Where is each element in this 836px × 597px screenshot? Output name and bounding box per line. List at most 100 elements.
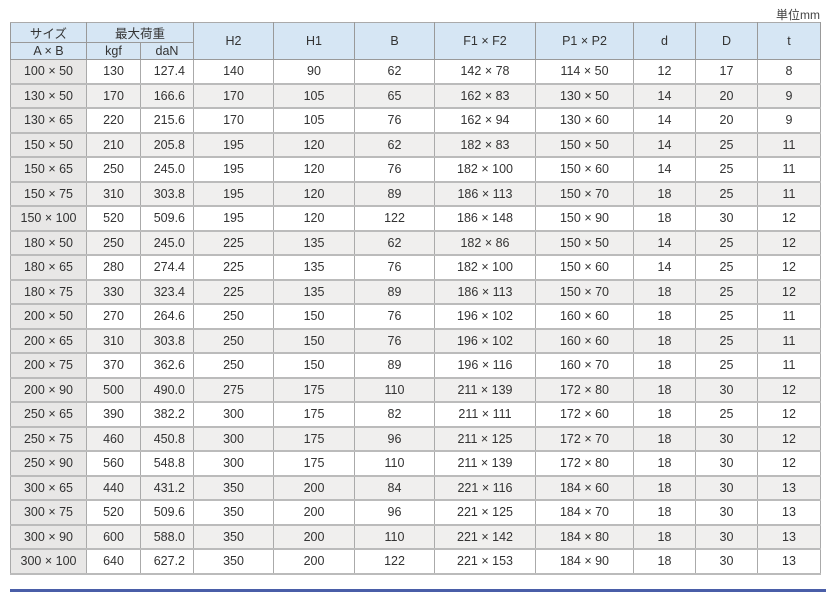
table-cell: 150 × 60 — [535, 157, 634, 183]
table-cell: 184 × 70 — [535, 500, 634, 526]
table-cell: 25 — [695, 279, 758, 305]
table-cell: 25 — [695, 181, 758, 207]
table-cell: 120 — [273, 206, 355, 232]
table-cell: 196 × 102 — [434, 304, 536, 330]
table-cell: 195 — [193, 157, 274, 183]
table-cell: 250 — [193, 353, 274, 379]
table-cell: 142 × 78 — [434, 59, 536, 85]
table-cell: 180 × 50 — [10, 230, 87, 256]
table-row: 300 × 100 640 627.2 350 200 122 221 × 153 184 ×… — [10, 549, 821, 575]
table-cell: 182 × 100 — [434, 255, 536, 281]
table-row: 150 × 65 250 245.0 195 120 76 182 × 100 150 × 6… — [10, 157, 821, 183]
table-cell: 162 × 94 — [434, 108, 536, 134]
table-cell: 184 × 80 — [535, 524, 634, 550]
table-cell: 200 — [273, 500, 355, 526]
table-cell: 76 — [354, 328, 435, 354]
unit-label: 単位mm — [776, 8, 820, 22]
table-cell: 150 × 65 — [10, 157, 87, 183]
table-cell: 18 — [633, 451, 696, 477]
table-cell: 160 × 70 — [535, 353, 634, 379]
table-cell: 330 — [86, 279, 141, 305]
table-cell: 460 — [86, 426, 141, 452]
table-row: 150 × 50 210 205.8 195 120 62 182 × 83 150 × 50… — [10, 132, 821, 158]
table-cell: 76 — [354, 108, 435, 134]
table-cell: 440 — [86, 475, 141, 501]
table-cell: 310 — [86, 328, 141, 354]
table-row: 180 × 65 280 274.4 225 135 76 182 × 100 150 × 6… — [10, 255, 821, 281]
table-cell: 120 — [273, 132, 355, 158]
table-cell: 18 — [633, 328, 696, 354]
table-cell: 195 — [193, 132, 274, 158]
table-cell: 184 × 60 — [535, 475, 634, 501]
table-cell: 76 — [354, 157, 435, 183]
table-cell: 172 × 80 — [535, 377, 634, 403]
table-cell: 11 — [757, 353, 821, 379]
table-cell: 205.8 — [140, 132, 194, 158]
header-f1f2: F1 × F2 — [434, 22, 536, 60]
table-cell: 211 × 111 — [434, 402, 536, 428]
table-cell: 150 × 75 — [10, 181, 87, 207]
table-cell: 548.8 — [140, 451, 194, 477]
table-cell: 84 — [354, 475, 435, 501]
table-cell: 150 × 90 — [535, 206, 634, 232]
table-cell: 11 — [757, 132, 821, 158]
table-cell: 127.4 — [140, 59, 194, 85]
table-cell: 150 × 50 — [10, 132, 87, 158]
table-cell: 210 — [86, 132, 141, 158]
table-cell: 300 × 90 — [10, 524, 87, 550]
table-cell: 18 — [633, 377, 696, 403]
table-cell: 350 — [193, 549, 274, 575]
table-cell: 627.2 — [140, 549, 194, 575]
table-cell: 150 × 50 — [535, 132, 634, 158]
table-cell: 17 — [695, 59, 758, 85]
table-cell: 175 — [273, 451, 355, 477]
table-cell: 250 — [86, 157, 141, 183]
header-size-sub: A × B — [10, 42, 87, 60]
table-cell: 220 — [86, 108, 141, 134]
table-cell: 14 — [633, 255, 696, 281]
table-cell: 150 — [273, 353, 355, 379]
table-cell: 30 — [695, 475, 758, 501]
table-cell: 30 — [695, 206, 758, 232]
table-row: 100 × 50 130 127.4 140 90 62 142 × 78 114 × 50 1… — [10, 59, 821, 85]
table-cell: 20 — [695, 83, 758, 109]
header-h2: H2 — [193, 22, 274, 60]
table-cell: 9 — [757, 83, 821, 109]
table-cell: 130 × 50 — [535, 83, 634, 109]
table-cell: 122 — [354, 549, 435, 575]
table-row: 300 × 75 520 509.6 350 200 96 221 × 125 184 × 7… — [10, 500, 821, 526]
table-cell: 560 — [86, 451, 141, 477]
table-cell: 250 × 90 — [10, 451, 87, 477]
header-t: t — [757, 22, 821, 60]
table-cell: 250 — [86, 230, 141, 256]
table-cell: 96 — [354, 500, 435, 526]
table-cell: 11 — [757, 304, 821, 330]
table-row: 200 × 50 270 264.6 250 150 76 196 × 102 160 × 6… — [10, 304, 821, 330]
table-cell: 300 — [193, 451, 274, 477]
table-cell: 135 — [273, 230, 355, 256]
table-cell: 323.4 — [140, 279, 194, 305]
table-cell: 13 — [757, 524, 821, 550]
table-cell: 170 — [86, 83, 141, 109]
table-cell: 370 — [86, 353, 141, 379]
table-cell: 350 — [193, 475, 274, 501]
table-cell: 200 × 75 — [10, 353, 87, 379]
table-cell: 200 — [273, 475, 355, 501]
table-cell: 160 × 60 — [535, 304, 634, 330]
table-cell: 130 — [86, 59, 141, 85]
table-cell: 490.0 — [140, 377, 194, 403]
table-cell: 18 — [633, 279, 696, 305]
table-cell: 350 — [193, 500, 274, 526]
table-cell: 130 × 50 — [10, 83, 87, 109]
table-cell: 172 × 80 — [535, 451, 634, 477]
table-cell: 11 — [757, 181, 821, 207]
table-cell: 150 × 60 — [535, 255, 634, 281]
table-row: 300 × 90 600 588.0 350 200 110 221 × 142 184 × … — [10, 524, 821, 550]
table-cell: 186 × 148 — [434, 206, 536, 232]
header-p1p2: P1 × P2 — [535, 22, 634, 60]
table-cell: 12 — [757, 279, 821, 305]
header-d-large: D — [695, 22, 758, 60]
table-cell: 175 — [273, 402, 355, 428]
table-cell: 135 — [273, 279, 355, 305]
table-cell: 130 × 60 — [535, 108, 634, 134]
